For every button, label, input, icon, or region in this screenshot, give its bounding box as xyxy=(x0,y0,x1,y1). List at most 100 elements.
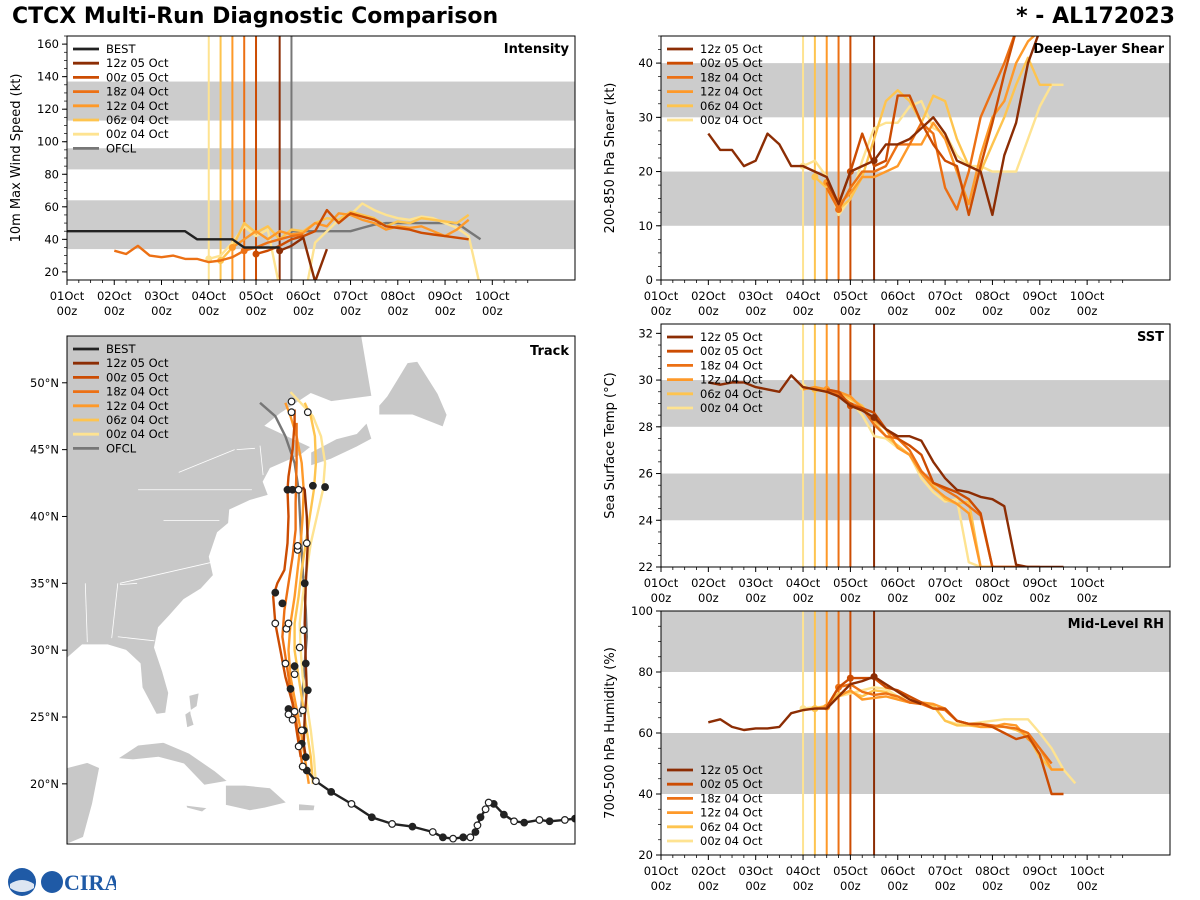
forecast-point xyxy=(290,662,299,671)
best-track-point xyxy=(520,818,529,827)
best-track-point xyxy=(545,817,554,826)
x-tick-label-day: 01Oct xyxy=(50,289,85,303)
legend-label: 00z 05 Oct xyxy=(106,70,169,84)
x-tick-label-hour: 00z xyxy=(887,879,908,893)
border-line xyxy=(84,583,88,643)
forecast-point xyxy=(278,599,287,608)
init-marker xyxy=(276,247,284,255)
forecast-point xyxy=(295,643,304,652)
threshold-band xyxy=(661,171,1170,226)
x-tick-label-hour: 00z xyxy=(57,304,78,318)
border-line xyxy=(111,583,119,639)
x-tick-label-day: 07Oct xyxy=(928,289,963,303)
y-tick-label: 32 xyxy=(638,326,653,340)
x-tick-label-hour: 00z xyxy=(935,304,956,318)
series-line xyxy=(802,83,1064,217)
y-tick-label: 20 xyxy=(638,848,653,862)
x-tick-label-day: 04Oct xyxy=(192,289,227,303)
series-line xyxy=(67,229,280,249)
x-tick-label-day: 08Oct xyxy=(975,576,1010,590)
x-tick-label-hour: 00z xyxy=(793,591,814,605)
init-marker xyxy=(811,173,819,181)
land-mass xyxy=(67,336,373,715)
x-tick-label-hour: 00z xyxy=(840,591,861,605)
best-track-point xyxy=(408,822,417,831)
forecast-point xyxy=(288,715,297,724)
y-tick-label: 160 xyxy=(37,37,59,51)
best-track-point xyxy=(327,787,336,796)
x-tick-label-day: 03Oct xyxy=(144,289,179,303)
legend-label: 12z 04 Oct xyxy=(106,399,169,413)
globe-icon xyxy=(41,871,63,893)
forecast-point xyxy=(271,588,280,597)
series-line xyxy=(708,675,922,732)
panel-title: SST xyxy=(1137,330,1164,345)
x-tick-label-hour: 00z xyxy=(982,304,1003,318)
y-tick-label: 100 xyxy=(37,135,59,149)
series-line xyxy=(219,210,470,262)
best-track-point xyxy=(459,833,468,842)
y-tick-label: 0 xyxy=(646,273,653,287)
border-line xyxy=(178,449,235,473)
x-tick-label-day: 02Oct xyxy=(691,289,726,303)
lat-tick-label: 25°N xyxy=(30,710,59,724)
panel-track: 20°N25°N30°N35°N40°N45°N50°NTrackBEST12z… xyxy=(30,335,576,845)
x-tick-label-hour: 00z xyxy=(840,879,861,893)
x-tick-label-hour: 00z xyxy=(1077,879,1098,893)
y-tick-label: 100 xyxy=(631,604,653,618)
plot-frame xyxy=(660,323,1171,568)
series-line xyxy=(825,36,1036,206)
x-tick-label-day: 08Oct xyxy=(975,289,1010,303)
threshold-band xyxy=(661,380,1170,427)
panel-title: Deep-Layer Shear xyxy=(1033,42,1164,57)
land-mass xyxy=(225,784,288,812)
x-tick-label-day: 09Oct xyxy=(1023,289,1058,303)
y-tick-label: 20 xyxy=(638,165,653,179)
legend-label: 12z 05 Oct xyxy=(700,763,763,777)
forecast-point xyxy=(303,408,312,417)
page-title: CTCX Multi-Run Diagnostic Comparison xyxy=(12,4,499,29)
y-tick-label: 30 xyxy=(638,110,653,124)
legend-label: 06z 04 Oct xyxy=(700,820,763,834)
best-track-point xyxy=(499,810,508,819)
best-track-point xyxy=(466,833,475,842)
y-tick-label: 80 xyxy=(44,167,59,181)
x-tick-label-hour: 00z xyxy=(1029,304,1050,318)
lat-tick-label: 35°N xyxy=(30,576,59,590)
series-line xyxy=(279,236,329,280)
best-track-point xyxy=(439,833,447,842)
x-tick-label-hour: 00z xyxy=(198,304,219,318)
legend-label: 18z 04 Oct xyxy=(700,70,763,84)
legend-label: 06z 04 Oct xyxy=(106,113,169,127)
best-track-point xyxy=(481,805,490,814)
panel-mid-level-rh: 01Oct00z02Oct00z03Oct00z04Oct00z05Oct00z… xyxy=(603,604,1171,893)
x-tick-label-day: 02Oct xyxy=(691,864,726,878)
x-tick-label-hour: 00z xyxy=(793,879,814,893)
x-tick-label-day: 10Oct xyxy=(475,289,510,303)
forecast-point xyxy=(299,626,308,635)
y-tick-label: 22 xyxy=(638,560,653,574)
x-tick-label-day: 04Oct xyxy=(786,576,821,590)
land-mass xyxy=(298,803,316,811)
init-marker xyxy=(835,206,843,214)
x-tick-label-day: 08Oct xyxy=(975,864,1010,878)
x-tick-label-day: 05Oct xyxy=(833,864,868,878)
best-track-point xyxy=(476,813,485,822)
x-tick-label-day: 06Oct xyxy=(880,864,915,878)
best-track-point xyxy=(347,799,356,808)
forecast-point xyxy=(298,762,307,771)
y-tick-label: 30 xyxy=(638,373,653,387)
x-tick-label-hour: 00z xyxy=(387,304,408,318)
init-marker xyxy=(228,243,236,251)
best-track-point xyxy=(484,798,493,807)
best-track-point xyxy=(367,813,376,822)
x-tick-label-day: 10Oct xyxy=(1070,289,1105,303)
x-tick-label-hour: 00z xyxy=(340,304,361,318)
x-tick-label-day: 02Oct xyxy=(691,576,726,590)
x-tick-label-hour: 00z xyxy=(982,879,1003,893)
y-axis-label: 700-500 hPa Humidity (%) xyxy=(603,647,618,819)
land-mass xyxy=(184,692,200,729)
legend-label: 00z 04 Oct xyxy=(700,401,763,415)
